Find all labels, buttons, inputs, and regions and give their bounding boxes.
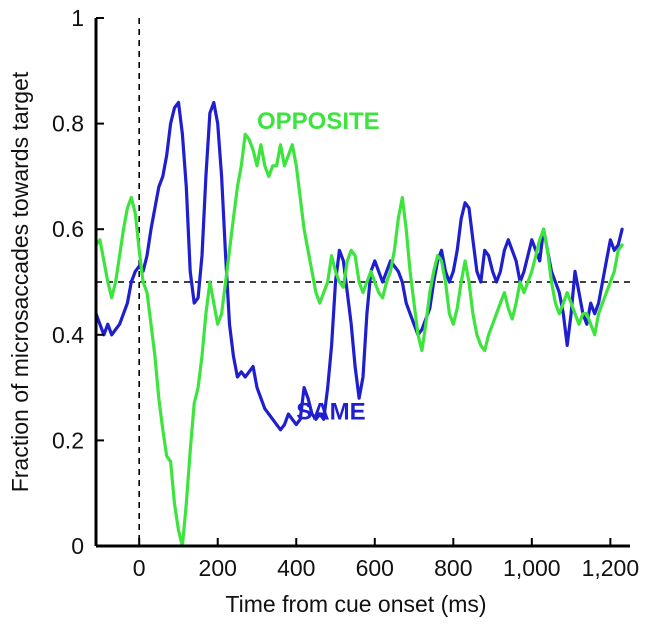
series-label-opposite: OPPOSITE <box>257 108 380 135</box>
y-tick-label: 0.6 <box>52 216 84 242</box>
x-tick-label: 800 <box>434 555 472 581</box>
reference-lines <box>96 18 630 546</box>
y-tick-label: 0.8 <box>52 111 84 137</box>
series-line-same <box>94 100 624 432</box>
x-tick-label: 200 <box>199 555 237 581</box>
y-tick-label: 1 <box>71 5 84 31</box>
x-ticks: 0 200 400 600 800 1,000 1,200 <box>133 538 639 581</box>
y-tick-label: 0 <box>71 533 84 559</box>
axes <box>94 18 630 548</box>
x-tick-label: 0 <box>133 555 146 581</box>
y-tick-label: 0.4 <box>52 322 84 348</box>
series-lines <box>94 100 624 548</box>
y-ticks: 0 0.2 0.4 0.6 0.8 1 <box>52 5 104 559</box>
x-tick-label: 1,200 <box>582 555 640 581</box>
x-axis-title: Time from cue onset (ms) <box>225 591 486 617</box>
x-tick-label: 1,000 <box>503 555 561 581</box>
y-axis-title: Fraction of microsaccades towards target <box>7 71 33 492</box>
series-label-same: SAME <box>296 398 365 425</box>
x-tick-label: 400 <box>277 555 315 581</box>
x-tick-label: 600 <box>356 555 394 581</box>
series-labels: SAME OPPOSITE <box>257 108 380 425</box>
y-tick-label: 0.2 <box>52 427 84 453</box>
series-line-opposite <box>94 132 624 548</box>
